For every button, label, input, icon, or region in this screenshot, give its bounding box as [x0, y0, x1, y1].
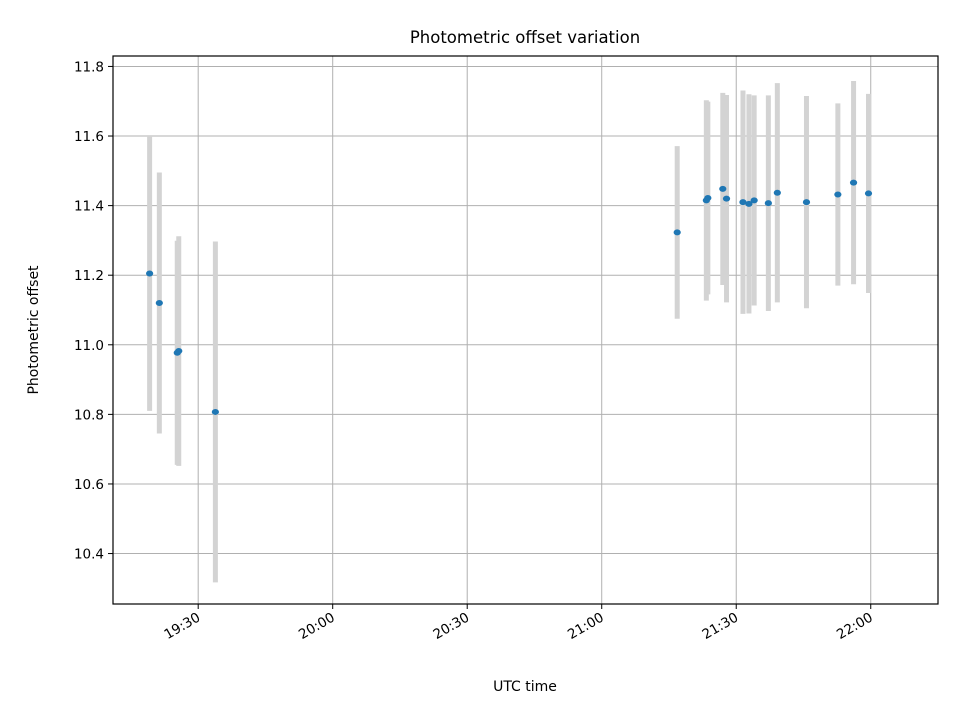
y-tick-label: 11.0 [74, 338, 104, 354]
data-point [722, 195, 731, 202]
y-tick-label: 11.8 [74, 59, 104, 75]
data-point [834, 191, 842, 198]
y-tick-label: 11.6 [74, 129, 104, 145]
y-axis-label: Photometric offset [26, 265, 42, 395]
data-point [155, 300, 163, 307]
data-point [673, 229, 681, 236]
chart-title: Photometric offset variation [410, 28, 640, 47]
data-point [739, 199, 747, 206]
data-point [175, 348, 183, 355]
data-point [146, 270, 154, 277]
y-tick-label: 11.2 [74, 268, 104, 284]
data-point [211, 408, 219, 415]
y-tick-label: 10.8 [74, 407, 104, 423]
data-point [719, 185, 727, 192]
y-tick-label: 10.6 [74, 477, 104, 493]
data-point [764, 200, 772, 207]
data-point [864, 190, 873, 197]
data-point [802, 199, 811, 206]
plot-frame [112, 55, 939, 605]
data-point [745, 200, 753, 207]
data-points [146, 179, 873, 415]
x-axis-label: UTC time [493, 679, 557, 695]
y-axis-ticks: 10.4 10.6 10.8 11.0 11.2 11.4 11.6 11.8 [74, 59, 113, 563]
data-point [750, 197, 758, 204]
data-point [773, 189, 781, 196]
data-point [849, 179, 858, 186]
data-point [704, 194, 712, 201]
y-tick-label: 11.4 [74, 199, 104, 215]
y-tick-label: 10.4 [74, 547, 104, 563]
